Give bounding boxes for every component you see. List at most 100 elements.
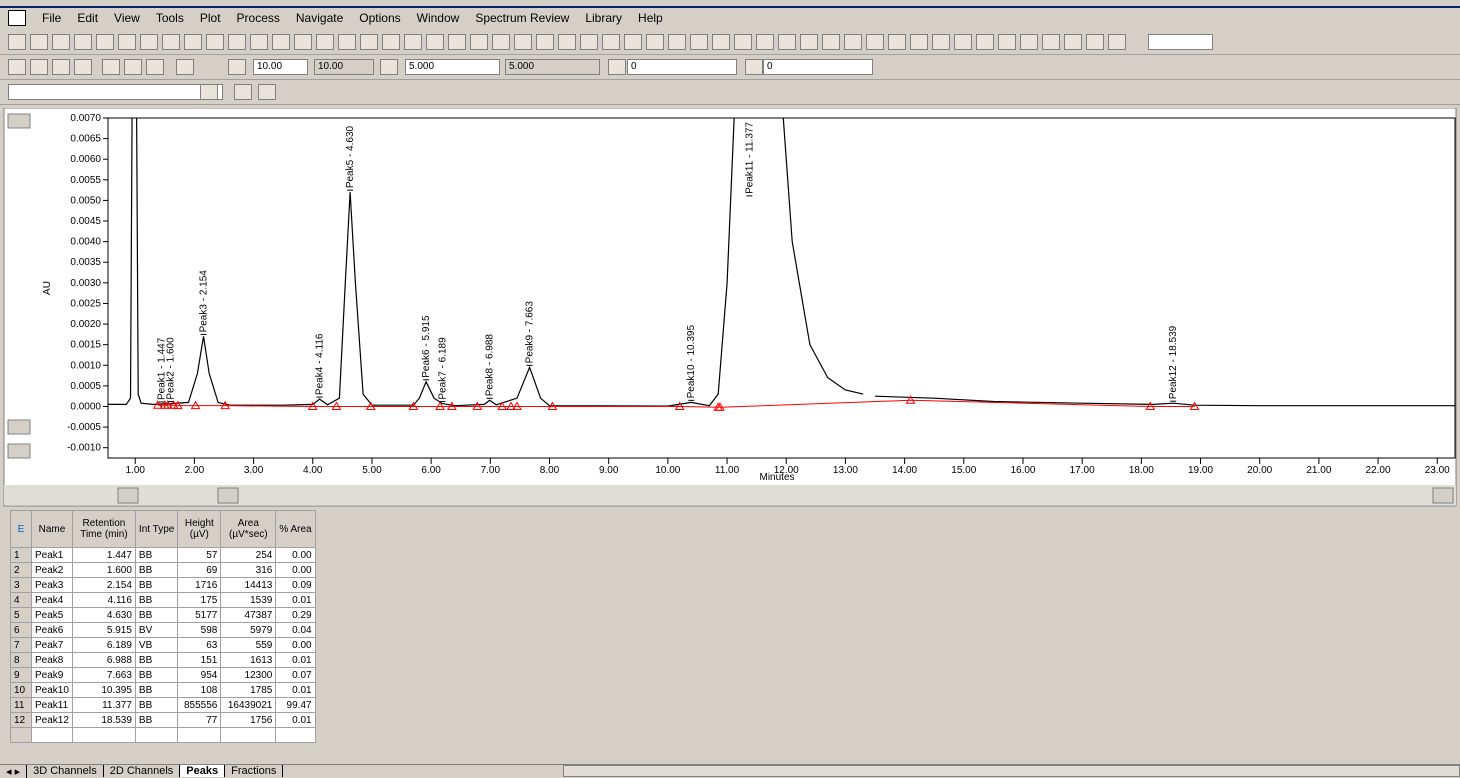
toolbar-button[interactable] <box>608 59 626 75</box>
toolbar-button[interactable] <box>176 59 194 75</box>
tab[interactable]: Fractions <box>225 765 284 777</box>
toolbar-button[interactable] <box>382 34 400 50</box>
app-icon[interactable] <box>8 10 26 26</box>
toolbar-button[interactable] <box>206 34 224 50</box>
toolbar-button[interactable] <box>228 59 246 75</box>
scroll-right[interactable] <box>1432 487 1454 504</box>
table-row[interactable]: 9 Peak9 7.663 BB 954 12300 0.07 <box>10 667 316 683</box>
toolbar-button[interactable] <box>646 34 664 50</box>
toolbar-input[interactable]: 10.00 <box>253 59 308 75</box>
toolbar-button[interactable] <box>8 34 26 50</box>
toolbar-button[interactable] <box>74 59 92 75</box>
table-row[interactable]: 2 Peak2 1.600 BB 69 316 0.00 <box>10 562 316 578</box>
toolbar-button[interactable] <box>712 34 730 50</box>
tab[interactable]: 2D Channels <box>104 765 181 777</box>
toolbar-button[interactable] <box>228 34 246 50</box>
scroll-up[interactable] <box>7 113 31 129</box>
toolbar-button[interactable] <box>1108 34 1126 50</box>
toolbar-button[interactable] <box>1064 34 1082 50</box>
scroll-left[interactable] <box>117 487 139 504</box>
toolbar-button[interactable] <box>492 34 510 50</box>
toolbar-button[interactable] <box>866 34 884 50</box>
menu-item[interactable]: Help <box>638 11 663 25</box>
toolbar-button[interactable] <box>778 34 796 50</box>
toolbar-button[interactable] <box>52 34 70 50</box>
toolbar-button[interactable] <box>272 34 290 50</box>
toolbar-button[interactable] <box>734 34 752 50</box>
toolbar-button[interactable] <box>954 34 972 50</box>
toolbar-button[interactable] <box>200 84 218 100</box>
table-row[interactable]: 6 Peak6 5.915 BV 598 5979 0.04 <box>10 622 316 638</box>
toolbar-button[interactable] <box>426 34 444 50</box>
menu-item[interactable]: Spectrum Review <box>475 11 570 25</box>
toolbar-button[interactable] <box>448 34 466 50</box>
scroll-down[interactable] <box>7 443 31 459</box>
toolbar-button[interactable] <box>888 34 906 50</box>
toolbar-button[interactable] <box>404 34 422 50</box>
scroll-thumb[interactable] <box>217 487 239 504</box>
toolbar-button[interactable] <box>380 59 398 75</box>
menu-item[interactable]: Options <box>359 11 401 25</box>
menu-item[interactable]: Window <box>416 11 460 25</box>
toolbar-input[interactable]: 10.00 <box>314 59 374 75</box>
toolbar-button[interactable] <box>250 34 268 50</box>
toolbar-button[interactable] <box>690 34 708 50</box>
toolbar-button[interactable] <box>932 34 950 50</box>
toolbar-input[interactable]: 5.000 <box>405 59 500 75</box>
toolbar-button[interactable] <box>800 34 818 50</box>
toolbar-button[interactable] <box>30 34 48 50</box>
h-scrollbar[interactable] <box>563 765 1460 777</box>
toolbar-button[interactable] <box>514 34 532 50</box>
toolbar-input[interactable]: 0 <box>627 59 737 75</box>
menu-item[interactable]: Process <box>236 11 280 25</box>
toolbar-button[interactable] <box>976 34 994 50</box>
toolbar-button[interactable] <box>96 34 114 50</box>
toolbar-button[interactable] <box>140 34 158 50</box>
toolbar-button[interactable] <box>822 34 840 50</box>
toolbar-button[interactable] <box>360 34 378 50</box>
table-row[interactable]: 10 Peak10 10.395 BB 108 1785 0.01 <box>10 682 316 698</box>
toolbar-button[interactable] <box>998 34 1016 50</box>
toolbar-button[interactable] <box>1086 34 1104 50</box>
table-row[interactable]: 1 Peak1 1.447 BB 57 254 0.00 <box>10 547 316 563</box>
toolbar-button[interactable] <box>470 34 488 50</box>
scroll-thumb[interactable] <box>7 419 31 435</box>
table-row[interactable]: 3 Peak3 2.154 BB 1716 14413 0.09 <box>10 577 316 593</box>
toolbar-button[interactable] <box>8 59 26 75</box>
toolbar-button[interactable] <box>52 59 70 75</box>
menu-item[interactable]: Plot <box>199 11 221 25</box>
dropdown[interactable] <box>1148 34 1213 50</box>
toolbar-button[interactable] <box>580 34 598 50</box>
toolbar-button[interactable] <box>258 84 276 100</box>
toolbar-button[interactable] <box>118 34 136 50</box>
toolbar-button[interactable] <box>74 34 92 50</box>
menu-item[interactable]: Tools <box>155 11 184 25</box>
table-row[interactable]: 7 Peak7 6.189 VB 63 559 0.00 <box>10 637 316 653</box>
toolbar-button[interactable] <box>184 34 202 50</box>
toolbar-button[interactable] <box>558 34 576 50</box>
toolbar-button[interactable] <box>294 34 312 50</box>
menu-item[interactable]: View <box>114 11 140 25</box>
dropdown[interactable] <box>8 84 223 100</box>
toolbar-button[interactable] <box>1042 34 1060 50</box>
tab[interactable]: Peaks <box>180 765 226 777</box>
tab-nav[interactable]: ◂ ▸ <box>0 764 28 778</box>
toolbar-button[interactable] <box>30 59 48 75</box>
table-row[interactable]: 4 Peak4 4.116 BB 175 1539 0.01 <box>10 592 316 608</box>
toolbar-button[interactable] <box>234 84 252 100</box>
toolbar-button[interactable] <box>844 34 862 50</box>
toolbar-button[interactable] <box>536 34 554 50</box>
toolbar-button[interactable] <box>910 34 928 50</box>
table-row[interactable]: 12 Peak12 18.539 BB 77 1756 0.01 <box>10 712 316 728</box>
table-row[interactable]: 8 Peak8 6.988 BB 151 1613 0.01 <box>10 652 316 668</box>
toolbar-button[interactable] <box>162 34 180 50</box>
toolbar-input[interactable]: 0 <box>763 59 873 75</box>
toolbar-button[interactable] <box>124 59 142 75</box>
toolbar-button[interactable] <box>102 59 120 75</box>
toolbar-button[interactable] <box>1020 34 1038 50</box>
menu-item[interactable]: Edit <box>77 11 99 25</box>
toolbar-button[interactable] <box>756 34 774 50</box>
toolbar-button[interactable] <box>338 34 356 50</box>
tab[interactable]: 3D Channels <box>27 765 104 777</box>
toolbar-input[interactable]: 5.000 <box>505 59 600 75</box>
